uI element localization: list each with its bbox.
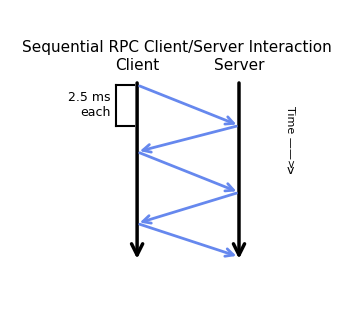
Text: 2.5 ms
each: 2.5 ms each [68, 91, 110, 119]
Text: v: v [286, 164, 294, 177]
Text: Client: Client [115, 58, 159, 73]
Text: Time ——>: Time ——> [285, 106, 295, 169]
Text: Sequential RPC Client/Server Interaction: Sequential RPC Client/Server Interaction [22, 40, 332, 55]
Text: Server: Server [214, 58, 264, 73]
